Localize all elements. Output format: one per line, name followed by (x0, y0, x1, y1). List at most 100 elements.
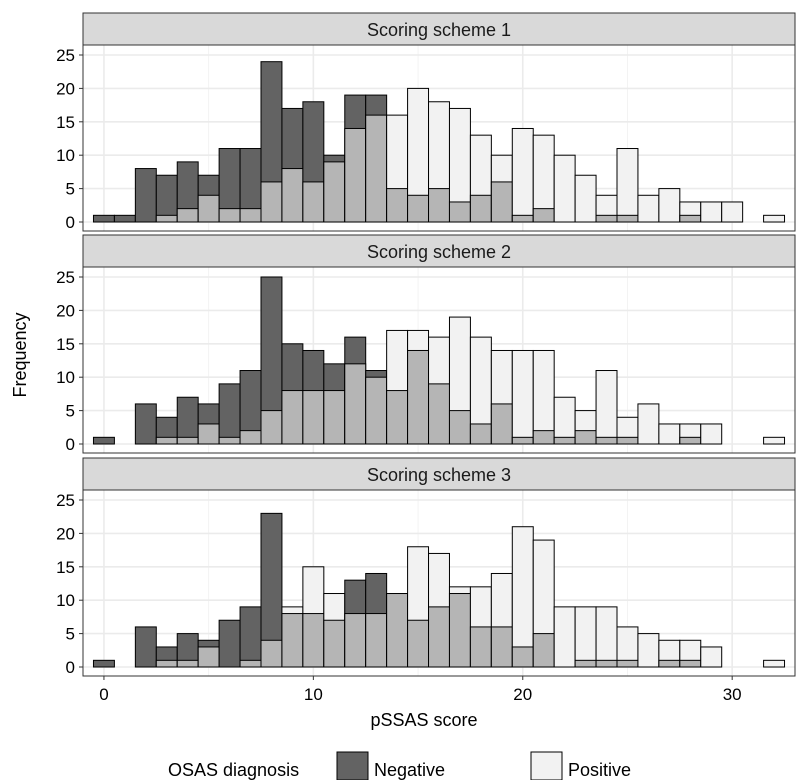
histogram-bar-overlap (511, 436, 534, 445)
histogram-bar-overlap (323, 390, 346, 445)
legend-key-positive (530, 751, 563, 780)
histogram-bar-overlap (386, 390, 409, 445)
histogram-bar (532, 349, 555, 445)
histogram-bar (218, 619, 241, 668)
histogram-bar-overlap (155, 436, 178, 445)
histogram-bar-overlap (616, 659, 639, 668)
histogram-bar-overlap (239, 208, 262, 223)
histogram-bar-overlap (197, 646, 220, 668)
histogram-bar-overlap (490, 626, 513, 668)
histogram-bar-overlap (595, 436, 618, 445)
histogram-bar (134, 403, 157, 445)
histogram-bar-overlap (490, 181, 513, 223)
histogram-bar (595, 370, 618, 445)
y-tick-label: 25 (56, 491, 75, 510)
histogram-bar (637, 633, 660, 668)
histogram-bar-overlap (281, 613, 304, 668)
histogram-bar-overlap (197, 423, 220, 445)
histogram-bar-overlap (281, 390, 304, 445)
histogram-bar-overlap (260, 181, 283, 223)
histogram-bar-overlap (302, 390, 325, 445)
y-tick-label: 10 (56, 591, 75, 610)
panel-strip (82, 457, 796, 491)
histogram-bar-overlap (365, 114, 388, 223)
histogram-bar (92, 659, 115, 668)
histogram-bar (763, 214, 786, 223)
histogram-bar-overlap (344, 363, 367, 445)
histogram-bar-overlap (469, 194, 492, 223)
panel-title: Scoring scheme 2 (367, 242, 511, 262)
histogram-bar (511, 349, 534, 445)
histogram-bar-overlap (469, 626, 492, 668)
histogram-bar-overlap (448, 410, 471, 445)
histogram-bar (637, 403, 660, 445)
y-tick-label: 15 (56, 335, 75, 354)
panel-title: Scoring scheme 1 (367, 20, 511, 40)
y-tick-label: 25 (56, 46, 75, 65)
histogram-bar (92, 214, 115, 223)
histogram-bar (595, 606, 618, 668)
histogram-bar-overlap (679, 659, 702, 668)
legend-label-positive: Positive (568, 760, 631, 780)
y-tick-label: 15 (56, 113, 75, 132)
histogram-bar-overlap (428, 606, 450, 668)
histogram-bar-overlap (679, 214, 702, 223)
histogram-bar-overlap (281, 168, 304, 223)
histogram-bar-overlap (323, 619, 346, 668)
histogram-bar-overlap (386, 593, 409, 668)
histogram-bar-overlap (469, 423, 492, 445)
histogram-bar (134, 168, 157, 223)
histogram-bar (239, 606, 262, 668)
histogram-bar (511, 127, 534, 223)
panel-border (82, 266, 796, 454)
histogram-bar (92, 436, 115, 445)
histogram-bar-overlap (428, 188, 450, 223)
histogram-bar (511, 526, 534, 668)
histogram-bar (218, 383, 241, 445)
histogram-bar-overlap (386, 188, 409, 223)
histogram-bar (574, 606, 597, 668)
histogram-bar-overlap (428, 383, 450, 445)
histogram-bar-overlap (553, 436, 576, 445)
histogram-bar-overlap (595, 214, 618, 223)
y-tick-label: 0 (66, 213, 75, 232)
legend: OSAS diagnosis Negative Positive (168, 751, 631, 780)
histogram-bar-overlap (448, 201, 471, 223)
histogram-bar (658, 423, 681, 445)
histogram-bar-overlap (218, 436, 241, 445)
histogram-bar-overlap (407, 194, 430, 223)
panel-2: Scoring scheme 2 0 5 10 15 20 25 (56, 234, 796, 454)
histogram-bar (763, 436, 786, 445)
histogram-bar-overlap (323, 161, 346, 223)
histogram-bar-overlap (574, 659, 597, 668)
histogram-bar (134, 626, 157, 668)
panel-border (82, 44, 796, 232)
histogram-bar-overlap (511, 646, 534, 668)
histogram-bar-overlap (260, 639, 283, 668)
y-tick-label: 0 (66, 658, 75, 677)
y-tick-label: 20 (56, 301, 75, 320)
histogram-bar-overlap (155, 214, 178, 223)
histogram-bar-overlap (344, 613, 367, 668)
histogram-bar-overlap (239, 430, 262, 445)
legend-key-negative (336, 751, 369, 780)
y-tick-label: 10 (56, 368, 75, 387)
y-tick-label: 5 (66, 180, 75, 199)
histogram-bar-overlap (197, 194, 220, 223)
x-tick-label: 10 (304, 685, 323, 704)
histogram-bar-overlap (532, 430, 555, 445)
panel-strip (82, 12, 796, 46)
histogram-bar-overlap (176, 208, 199, 223)
y-tick-label: 10 (56, 146, 75, 165)
histogram-bar-overlap (176, 659, 199, 668)
histogram-bar-overlap (407, 349, 430, 445)
histogram-bar-overlap (155, 659, 178, 668)
histogram-bar-overlap (365, 376, 388, 445)
x-tick-label: 20 (513, 685, 532, 704)
histogram-bar (553, 154, 576, 223)
histogram-bar-overlap (302, 613, 325, 668)
histogram-bar-overlap (511, 214, 534, 223)
histogram-bar-overlap (616, 436, 639, 445)
histogram-bar-overlap (302, 181, 325, 223)
